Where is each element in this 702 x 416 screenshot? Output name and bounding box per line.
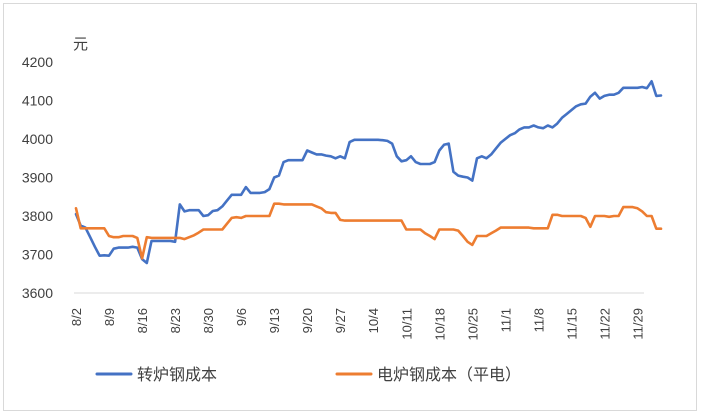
- x-tick-label: 10/4: [366, 308, 381, 333]
- x-tick-label: 10/18: [432, 308, 447, 341]
- x-tick-label: 9/6: [234, 308, 249, 326]
- legend-label: 电炉钢成本（平电）: [377, 365, 521, 384]
- series-line-eaf-steel: [74, 202, 663, 260]
- y-tick-label: 3800: [22, 208, 53, 224]
- y-tick-label: 3700: [22, 247, 53, 263]
- x-tick-label: 11/29: [630, 308, 645, 340]
- x-tick-label: 8/23: [168, 308, 183, 333]
- y-tick-label: 4200: [22, 54, 53, 70]
- series-line-converter-steel: [74, 80, 663, 265]
- y-tick-label: 4100: [22, 93, 53, 109]
- x-tick-label: 8/16: [135, 308, 150, 333]
- y-tick-label: 3600: [22, 285, 53, 301]
- y-tick-label: 4000: [22, 131, 53, 147]
- chart-frame: 元 3600 3700 3800 3900 4000 4100 4200 8/2 8/9 8/16 8…: [3, 3, 697, 411]
- x-tick-label: 8/30: [201, 308, 216, 333]
- x-tick-label: 11/22: [597, 308, 612, 340]
- x-tick-label: 11/8: [531, 308, 546, 332]
- x-tick-label: 10/11: [399, 308, 414, 340]
- x-tick-label: 11/15: [564, 308, 579, 340]
- x-tick-label: 10/25: [465, 308, 480, 341]
- x-tick-label: 11/1: [498, 308, 513, 332]
- x-tick-label: 9/27: [333, 308, 348, 333]
- x-tick-label: 8/2: [69, 308, 84, 326]
- x-tick-label: 9/13: [267, 308, 282, 333]
- x-tick-label: 9/20: [300, 308, 315, 333]
- y-tick-label: 3900: [22, 170, 53, 186]
- cost-line-chart: 元 3600 3700 3800 3900 4000 4100 4200 8/2 8/9 8/16 8…: [22, 35, 663, 384]
- legend-label: 转炉钢成本: [137, 365, 217, 384]
- x-tick-label: 8/9: [102, 308, 117, 326]
- y-unit-label: 元: [73, 35, 88, 53]
